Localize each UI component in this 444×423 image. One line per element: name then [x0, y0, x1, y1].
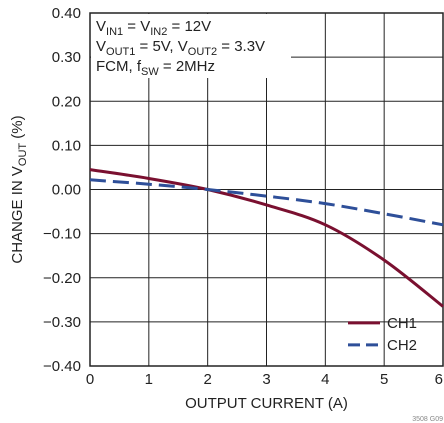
x-axis-title: OUTPUT CURRENT (A) — [185, 395, 348, 412]
annotation-subscript: OUT2 — [188, 46, 217, 58]
annotation-line: FCM, fSW = 2MHz — [96, 58, 215, 78]
y-axis-title: CHANGE IN VOUT (%) — [9, 115, 29, 263]
legend-label-ch1: CH1 — [387, 315, 417, 332]
annotation-text: V — [96, 38, 106, 55]
x-tick-labels: 0 1 2 3 4 5 6 — [86, 371, 443, 388]
y-tick-label: 0.00 — [52, 182, 81, 199]
x-tick-label: 2 — [203, 371, 211, 388]
annotation-subscript: IN1 — [106, 26, 123, 38]
x-tick-label: 5 — [380, 371, 388, 388]
x-tick-label: 6 — [435, 371, 443, 388]
y-tick-label: −0.30 — [43, 314, 81, 331]
annotation-line: VIN1 = VIN2 = 12V — [96, 18, 211, 38]
series-line-ch2 — [89, 178, 444, 227]
series-line-ch1 — [89, 168, 444, 308]
y-tick-label: −0.20 — [43, 270, 81, 287]
annotation-subscript: SW — [141, 66, 159, 78]
x-tick-label: 3 — [262, 371, 270, 388]
legend-label-ch2: CH2 — [387, 337, 417, 354]
y-tick-label: −0.10 — [43, 226, 81, 243]
annotation-text: = 5V, V — [135, 38, 187, 55]
y-tick-label: 0.40 — [52, 5, 81, 22]
y-tick-label: 0.20 — [52, 93, 81, 110]
y-tick-label: −0.40 — [43, 358, 81, 375]
annotation-text: = 3.3V — [217, 38, 265, 55]
annotation-text: = 12V — [167, 18, 211, 35]
y-axis-title-sub: OUT — [17, 143, 29, 167]
y-tick-label: 0.10 — [52, 137, 81, 154]
y-axis-title-main: CHANGE IN V — [9, 166, 26, 264]
series-layer — [89, 168, 444, 308]
annotation-line: VOUT1 = 5V, VOUT2 = 3.3V — [96, 38, 265, 58]
annotation-subscript: IN2 — [150, 26, 167, 38]
figure-id: 3508 G09 — [412, 416, 443, 423]
annotation-text: = V — [123, 18, 150, 35]
y-tick-label: 0.30 — [52, 49, 81, 66]
x-tick-label: 0 — [86, 371, 94, 388]
plot-frame — [89, 12, 444, 367]
annotation-background — [91, 14, 291, 78]
annotation-subscript: OUT1 — [106, 46, 135, 58]
annotation-text: V — [96, 18, 106, 35]
x-tick-label: 4 — [321, 371, 329, 388]
annotation-text: = 2MHz — [159, 58, 215, 75]
y-tick-labels: 0.40 0.30 0.20 0.10 0.00 −0.10 −0.20 −0.30 −0.40 — [43, 5, 81, 375]
annotation-text: FCM, f — [96, 58, 142, 75]
x-tick-label: 1 — [145, 371, 153, 388]
y-axis-title-unit: (%) — [9, 115, 26, 143]
